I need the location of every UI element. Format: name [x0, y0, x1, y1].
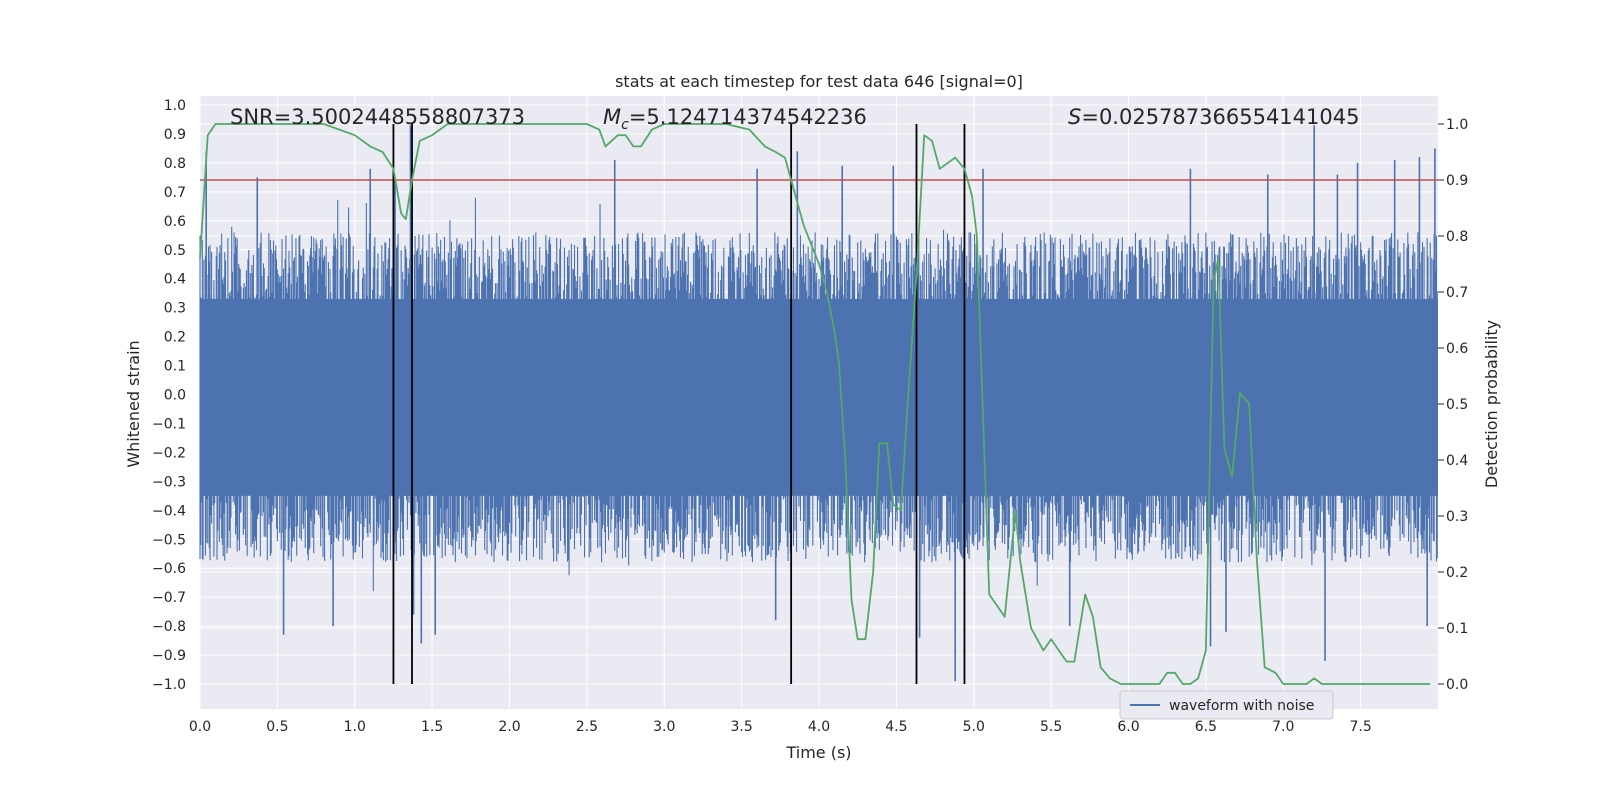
y-tick-label-left-8: 0.2 [164, 330, 186, 346]
y-tick-label-right-6: 0.4 [1446, 453, 1468, 469]
y-tick-label-left-3: 0.7 [164, 185, 186, 201]
y-tick-label-left-10: 0.0 [164, 388, 186, 404]
y-tick-label-left-16: −0.6 [152, 561, 186, 577]
legend: waveform with noise [1119, 690, 1334, 720]
waveform-series [199, 125, 1438, 682]
y-tick-label-left-0: 1.0 [164, 98, 186, 114]
x-tick-label-12: 6.0 [1117, 719, 1139, 735]
x-tick-label-6: 3.0 [653, 719, 675, 735]
y-tick-label-left-13: −0.3 [152, 474, 186, 490]
x-tick-label-2: 1.0 [344, 719, 366, 735]
x-tick-label-8: 4.0 [808, 719, 830, 735]
y-tick-label-left-19: −0.9 [152, 648, 186, 664]
y-tick-label-left-18: −0.8 [152, 619, 186, 635]
y-tick-label-left-12: −0.2 [152, 445, 186, 461]
x-tick-label-1: 0.5 [266, 719, 288, 735]
x-tick-label-7: 3.5 [730, 719, 752, 735]
x-tick-label-15: 7.5 [1349, 719, 1371, 735]
chirp-mass-annotation: Mc=5.124714374542236 [603, 105, 867, 133]
y-tick-label-right-10: 0.0 [1446, 677, 1468, 693]
y-tick-label-left-2: 0.8 [164, 156, 186, 172]
y-tick-label-left-17: −0.7 [152, 590, 186, 606]
probability-series [199, 123, 1431, 685]
y-tick-label-left-4: 0.6 [164, 214, 186, 230]
x-tick-label-0: 0.0 [189, 719, 211, 735]
x-tick-label-11: 5.5 [1040, 719, 1062, 735]
y-tick-label-right-3: 0.7 [1446, 285, 1468, 301]
chirp-mass-value: =5.124714374542236 [629, 105, 867, 129]
y-tick-label-left-7: 0.3 [164, 301, 186, 317]
s-statistic-symbol: S [1068, 105, 1081, 129]
x-tick-label-3: 1.5 [421, 719, 443, 735]
y-tick-label-left-6: 0.4 [164, 272, 186, 288]
x-tick-label-10: 5.0 [963, 719, 985, 735]
y-tick-label-left-9: 0.1 [164, 359, 186, 375]
y-tick-label-right-7: 0.3 [1446, 509, 1468, 525]
x-tick-label-5: 2.5 [576, 719, 598, 735]
s-statistic-value: =0.025787366554141045 [1081, 105, 1359, 129]
snr-annotation: SNR=3.5002448558807373 [230, 105, 525, 129]
chirp-mass-subscript: c [621, 117, 629, 133]
y-tick-label-right-5: 0.5 [1446, 397, 1468, 413]
probability-line [199, 123, 1431, 685]
axis-ticks: 0.0 0.5 1.0 1.5 2.0 2.5 3.0 3.5 4.0 4.5 5.0 5.5 6.0 6… [152, 98, 1468, 735]
y-tick-label-right-2: 0.8 [1446, 229, 1468, 245]
y-tick-label-left-15: −0.5 [152, 532, 186, 548]
x-axis-label: Time (s) [785, 743, 851, 762]
vertical-markers [392, 124, 966, 684]
y-tick-label-left-5: 0.5 [164, 243, 186, 259]
waveform-core [200, 298, 1438, 496]
y-tick-label-right-1: 0.9 [1446, 173, 1468, 189]
y-tick-label-left-20: −1.0 [152, 677, 186, 693]
chirp-mass-symbol: M [603, 105, 621, 129]
x-tick-label-4: 2.0 [498, 719, 520, 735]
x-tick-label-9: 4.5 [885, 719, 907, 735]
legend-box [1119, 690, 1334, 720]
s-statistic-annotation: S=0.025787366554141045 [1068, 105, 1359, 129]
y-tick-label-right-0: 1.0 [1446, 117, 1468, 133]
y-tick-label-right-4: 0.6 [1446, 341, 1468, 357]
chart-title: stats at each timestep for test data 646… [615, 72, 1023, 91]
y-tick-label-left-14: −0.4 [152, 503, 186, 519]
x-tick-label-14: 7.0 [1272, 719, 1294, 735]
y-axis-label-right: Detection probability [1482, 320, 1501, 488]
y-tick-label-right-8: 0.2 [1446, 565, 1468, 581]
x-tick-label-13: 6.5 [1195, 719, 1217, 735]
legend-label: waveform with noise [1169, 698, 1314, 714]
y-axis-label-left: Whitened strain [124, 340, 143, 467]
y-tick-label-right-9: 0.1 [1446, 621, 1468, 637]
y-tick-label-left-1: 0.9 [164, 127, 186, 143]
y-tick-label-left-11: −0.1 [152, 416, 186, 432]
